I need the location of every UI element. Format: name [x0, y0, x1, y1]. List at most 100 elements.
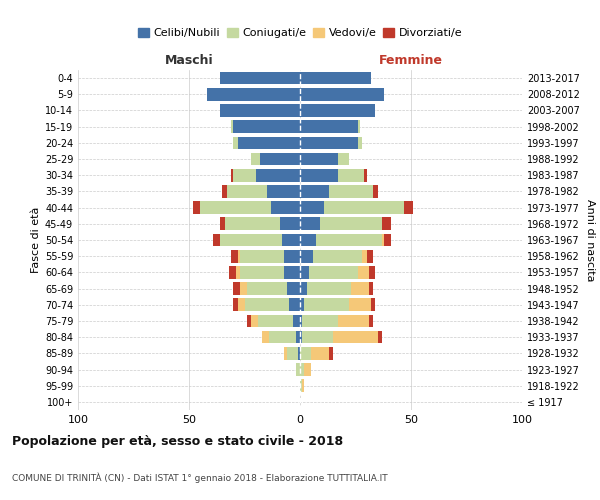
Bar: [233, 169, 256, 181]
Bar: [247, 282, 287, 295]
Bar: [313, 250, 362, 262]
Bar: [338, 169, 364, 181]
Bar: [371, 298, 376, 311]
Bar: [220, 218, 224, 230]
Bar: [316, 234, 382, 246]
Bar: [300, 152, 338, 166]
Bar: [329, 347, 334, 360]
Bar: [369, 282, 373, 295]
Bar: [258, 314, 293, 328]
Bar: [296, 363, 300, 376]
Text: COMUNE DI TRINITÀ (CN) - Dati ISTAT 1° gennaio 2018 - Elaborazione TUTTITALIA.IT: COMUNE DI TRINITÀ (CN) - Dati ISTAT 1° g…: [12, 472, 388, 483]
Bar: [349, 298, 371, 311]
Bar: [382, 218, 391, 230]
Bar: [338, 152, 349, 166]
Bar: [300, 380, 302, 392]
Bar: [300, 347, 311, 360]
Text: Maschi: Maschi: [164, 54, 214, 66]
Bar: [238, 136, 300, 149]
Bar: [220, 72, 300, 85]
Bar: [231, 169, 233, 181]
Bar: [289, 298, 300, 311]
Text: Femmine: Femmine: [379, 54, 443, 66]
Bar: [223, 185, 227, 198]
Bar: [224, 218, 280, 230]
Bar: [307, 282, 351, 295]
Bar: [240, 250, 284, 262]
Bar: [231, 250, 238, 262]
Bar: [300, 104, 376, 117]
Bar: [378, 331, 382, 344]
Bar: [284, 250, 300, 262]
Bar: [302, 380, 304, 392]
Bar: [373, 185, 378, 198]
Legend: Celibi/Nubili, Coniugati/e, Vedovi/e, Divorziati/e: Celibi/Nubili, Coniugati/e, Vedovi/e, Di…: [134, 24, 466, 42]
Bar: [320, 218, 382, 230]
Bar: [229, 266, 236, 278]
Bar: [304, 298, 349, 311]
Bar: [293, 314, 300, 328]
Bar: [251, 314, 258, 328]
Y-axis label: Anni di nascita: Anni di nascita: [585, 198, 595, 281]
Bar: [300, 314, 302, 328]
Bar: [271, 202, 300, 214]
Bar: [367, 250, 373, 262]
Bar: [266, 185, 300, 198]
Bar: [300, 298, 304, 311]
Bar: [231, 120, 233, 133]
Bar: [358, 136, 362, 149]
Bar: [227, 185, 266, 198]
Bar: [296, 331, 300, 344]
Bar: [233, 298, 238, 311]
Bar: [300, 363, 304, 376]
Bar: [260, 152, 300, 166]
Bar: [287, 282, 300, 295]
Bar: [245, 298, 289, 311]
Bar: [207, 88, 300, 101]
Bar: [300, 218, 320, 230]
Bar: [302, 331, 334, 344]
Bar: [385, 234, 391, 246]
Bar: [329, 185, 373, 198]
Bar: [300, 169, 338, 181]
Bar: [300, 234, 316, 246]
Bar: [233, 136, 238, 149]
Bar: [300, 185, 329, 198]
Bar: [300, 72, 371, 85]
Bar: [233, 120, 300, 133]
Bar: [247, 314, 251, 328]
Bar: [300, 282, 307, 295]
Bar: [362, 250, 367, 262]
Bar: [351, 282, 369, 295]
Bar: [358, 266, 369, 278]
Bar: [220, 104, 300, 117]
Bar: [300, 88, 385, 101]
Bar: [309, 266, 358, 278]
Bar: [193, 202, 200, 214]
Bar: [282, 234, 300, 246]
Bar: [358, 120, 360, 133]
Bar: [382, 234, 385, 246]
Bar: [269, 331, 296, 344]
Bar: [404, 202, 413, 214]
Bar: [284, 266, 300, 278]
Bar: [334, 331, 378, 344]
Bar: [298, 347, 300, 360]
Bar: [240, 266, 284, 278]
Bar: [304, 363, 311, 376]
Bar: [311, 347, 329, 360]
Bar: [240, 282, 247, 295]
Bar: [300, 266, 309, 278]
Bar: [300, 250, 313, 262]
Bar: [200, 202, 271, 214]
Bar: [338, 314, 369, 328]
Bar: [369, 266, 376, 278]
Bar: [300, 120, 358, 133]
Bar: [256, 169, 300, 181]
Y-axis label: Fasce di età: Fasce di età: [31, 207, 41, 273]
Bar: [364, 169, 367, 181]
Bar: [300, 202, 325, 214]
Bar: [325, 202, 404, 214]
Bar: [236, 266, 240, 278]
Bar: [300, 331, 302, 344]
